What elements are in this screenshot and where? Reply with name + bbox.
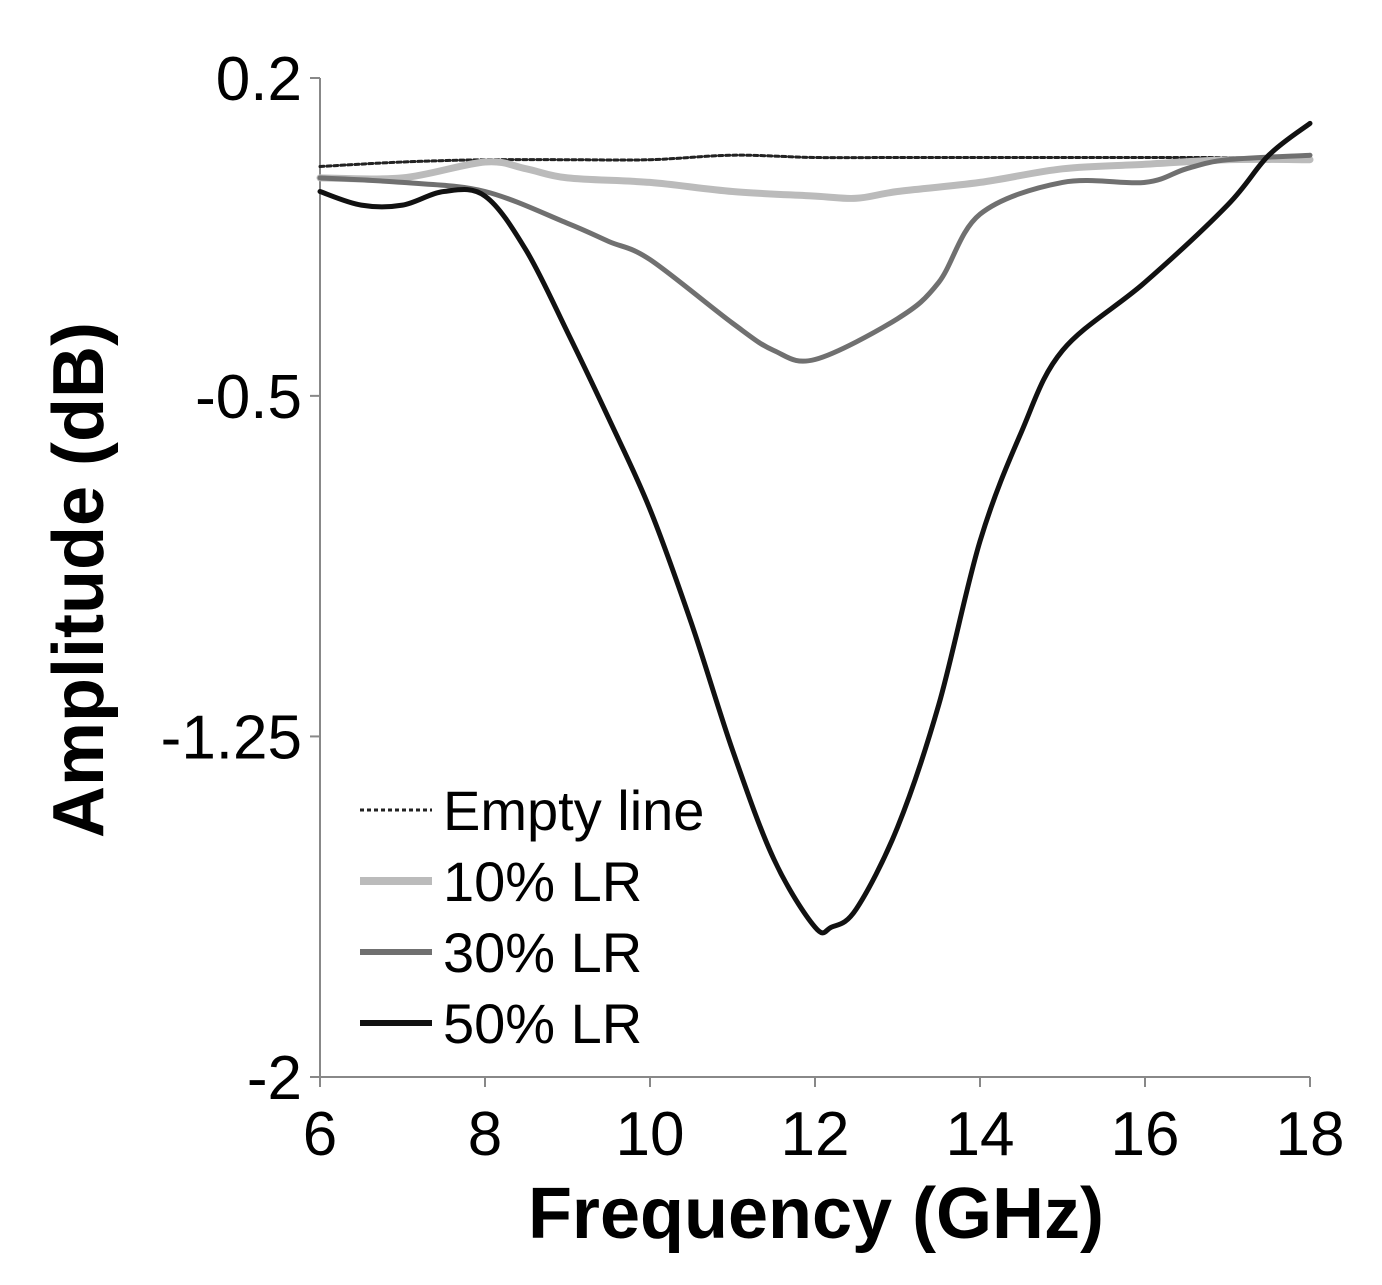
x-tick-label: 12 — [781, 1100, 850, 1169]
legend-label: Empty line — [443, 779, 704, 842]
x-tick-label: 10 — [616, 1100, 685, 1169]
series-line-10-lr — [316, 155, 1314, 202]
y-tick-label: -2 — [247, 1044, 302, 1113]
x-tick-label: 18 — [1276, 1100, 1345, 1169]
legend-label: 10% LR — [443, 850, 642, 913]
series-line-50-lr — [317, 120, 1313, 936]
y-tick-label: -1.25 — [161, 703, 302, 772]
y-tick-label: -0.5 — [195, 363, 302, 432]
legend: Empty line 10% LR 30% LR 50% LR — [360, 779, 704, 1055]
series-line-30-lr — [317, 152, 1313, 364]
x-tick-label: 16 — [1111, 1100, 1180, 1169]
y-axis-title: Amplitude (dB) — [39, 322, 119, 838]
legend-label: 30% LR — [443, 921, 642, 984]
x-tick-label: 8 — [468, 1100, 502, 1169]
ticks: 6 8 10 12 14 16 18 0.2 -0.5 -1.25 -2 — [161, 45, 1345, 1169]
legend-label: 50% LR — [443, 992, 642, 1055]
x-axis-title: Frequency (GHz) — [528, 1174, 1104, 1254]
series-group — [316, 120, 1314, 936]
y-tick-label: 0.2 — [216, 45, 302, 114]
x-tick-label: 6 — [303, 1100, 337, 1169]
x-tick-label: 14 — [946, 1100, 1015, 1169]
